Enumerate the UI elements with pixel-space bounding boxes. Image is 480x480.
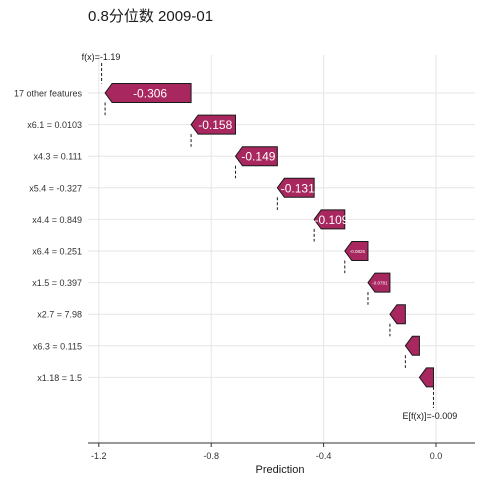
category-label: x6.3 = 0.115 xyxy=(33,341,82,351)
bar-value-label: -0.149 xyxy=(241,150,275,164)
category-label: x5.4 = -0.327 xyxy=(29,183,82,193)
bar-value-label: -0.0825 xyxy=(350,249,366,254)
waterfall-bar xyxy=(344,241,369,261)
waterfall-bar xyxy=(104,83,192,103)
category-label-layer: 17 other features x6.1 = 0.0103 x4.3 = 0.1… xyxy=(14,89,83,383)
bar-value-label: -0.158 xyxy=(198,118,232,132)
category-label: x4.4 = 0.849 xyxy=(32,215,82,225)
x-tick-label: 0.0 xyxy=(430,451,443,461)
category-label: 17 other features xyxy=(14,89,83,99)
connector-layer xyxy=(101,63,434,408)
waterfall-bar xyxy=(234,146,278,167)
chart-title: 0.8分位数 2009-01 xyxy=(88,8,214,25)
bar-layer: -0.306 -0.158 -0.149 -0.131 -0.109 -0.0825 -0.… xyxy=(104,83,434,388)
category-label: x6.1 = 0.0103 xyxy=(27,120,82,130)
x-tick-label: -0.4 xyxy=(316,451,332,461)
category-label: x2.7 = 7.98 xyxy=(37,310,82,320)
x-tick-label: -0.8 xyxy=(203,451,219,461)
bar-value-label: -0.306 xyxy=(133,87,167,101)
waterfall-bar xyxy=(404,335,420,356)
x-tick-label: -1.2 xyxy=(91,451,107,461)
waterfall-bar xyxy=(276,177,315,198)
waterfall-bar xyxy=(190,114,236,135)
waterfall-bar xyxy=(367,272,391,293)
grid-layer xyxy=(88,55,475,443)
category-label: x1.18 = 1.5 xyxy=(37,373,82,383)
waterfall-bar xyxy=(389,304,406,325)
end-value-annotation: f(x)=-1.19 xyxy=(82,52,121,62)
waterfall-bar xyxy=(418,367,434,388)
x-axis-label: Prediction xyxy=(256,464,305,476)
bar-value-label: -0.109 xyxy=(314,213,348,227)
category-label: x1.5 = 0.397 xyxy=(32,278,82,288)
category-label: x6.4 = 0.251 xyxy=(32,247,82,257)
bar-value-label: -0.131 xyxy=(281,181,315,195)
start-value-annotation: E[f(x)]=-0.009 xyxy=(402,411,457,421)
x-tick-layer: -1.2 -0.8 -0.4 0.0 xyxy=(91,443,442,461)
category-label: x4.3 = 0.111 xyxy=(34,152,82,162)
waterfall-bar xyxy=(313,209,346,230)
bar-value-label: -0.0781 xyxy=(372,280,388,285)
